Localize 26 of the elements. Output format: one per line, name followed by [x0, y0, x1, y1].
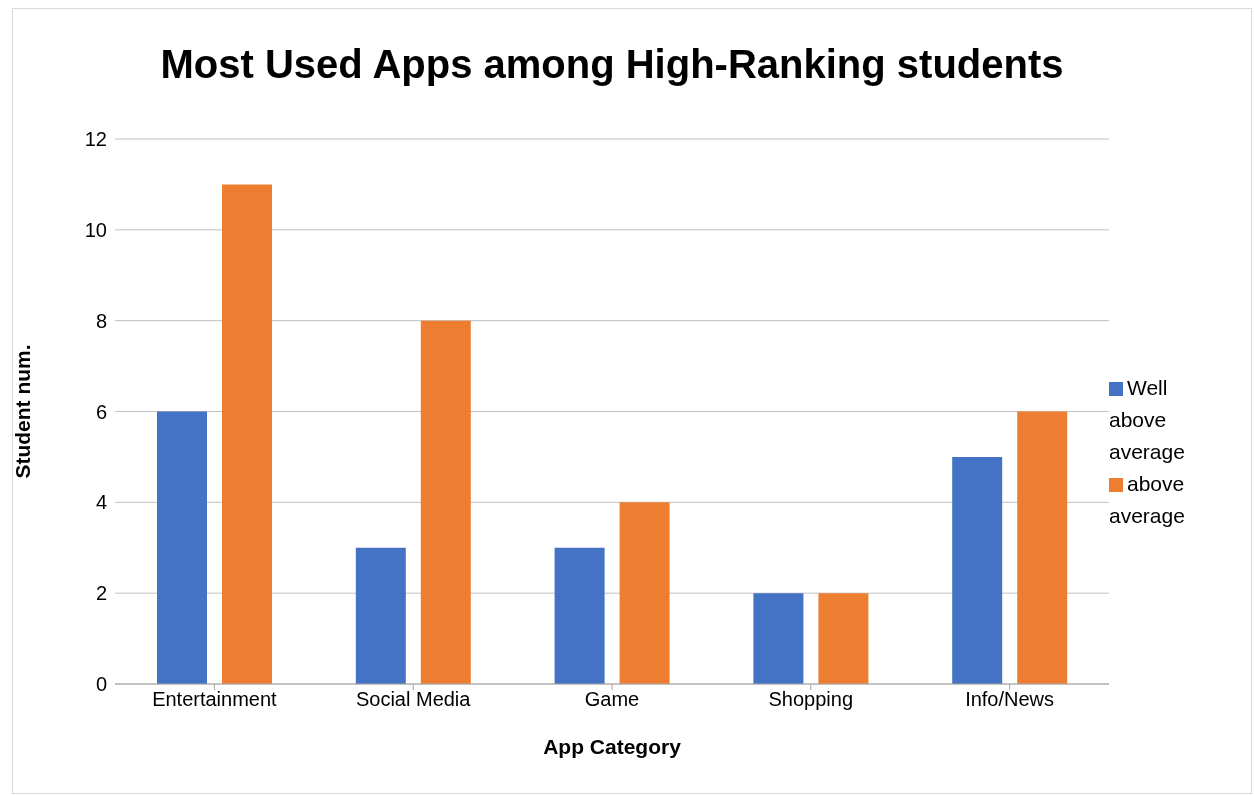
bar [355, 547, 406, 684]
y-tick-label: 2 [95, 582, 107, 605]
y-tick-label: 6 [95, 400, 107, 423]
x-axis-title: App Category [543, 735, 682, 758]
x-tick-label: Social Media [355, 688, 472, 711]
bar [222, 184, 272, 684]
y-tick-label: 10 [84, 218, 107, 241]
bar [753, 593, 804, 684]
x-tick-label: Info/News [965, 688, 1055, 711]
bar [952, 456, 1003, 684]
bar [420, 320, 471, 684]
y-tick-label: 0 [95, 673, 107, 696]
bar [619, 502, 670, 684]
bar [818, 593, 869, 684]
bar [157, 411, 207, 684]
y-tick-label: 8 [95, 309, 107, 332]
bar [554, 547, 605, 684]
bar [1017, 411, 1068, 684]
x-tick-label: Game [584, 688, 640, 711]
legend-label: above average [1109, 471, 1185, 527]
x-tick-label: Shopping [768, 688, 854, 711]
y-tick-label: 4 [95, 491, 107, 514]
x-tick-label: Entertainment [152, 688, 278, 711]
y-axis-title: Student num. [11, 344, 35, 479]
chart-title: Most Used Apps among High-Ranking students [159, 40, 1065, 88]
y-tick-label: 12 [84, 128, 107, 151]
